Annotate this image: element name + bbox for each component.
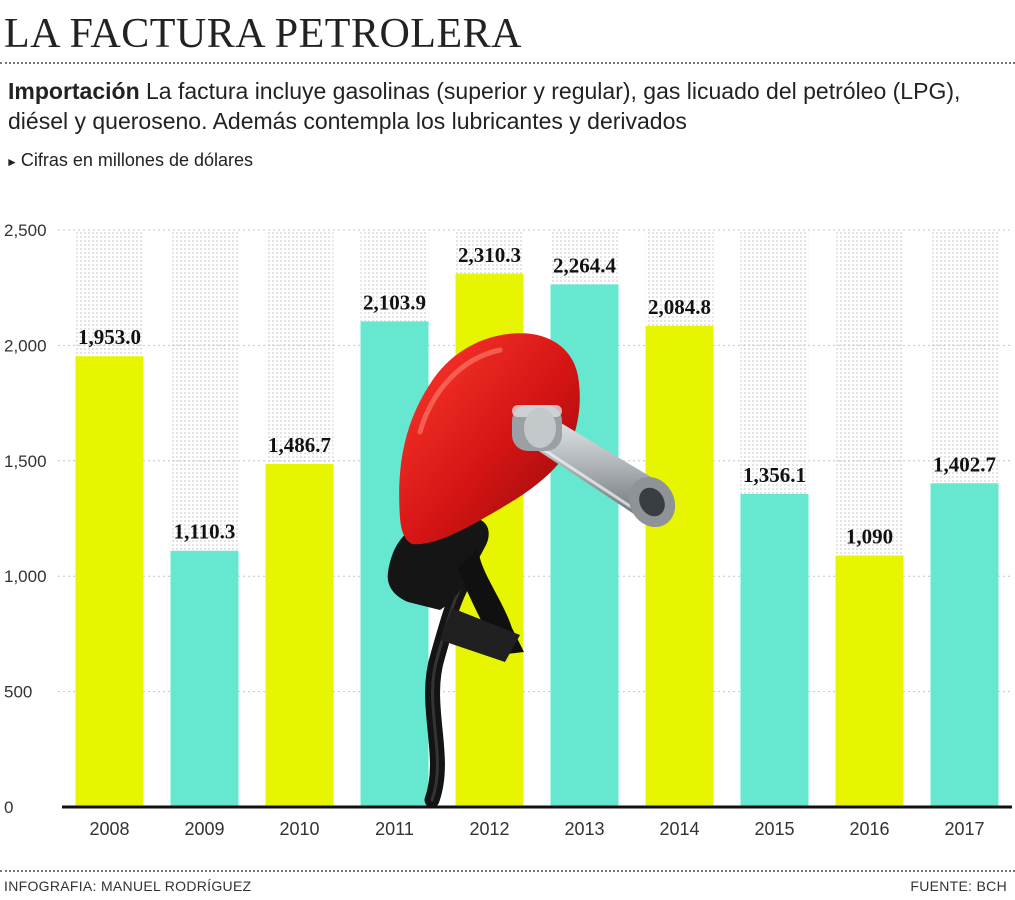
x-tick-label: 2009 [184,819,224,839]
y-tick-label: 1,500 [4,452,47,471]
x-tick-label: 2015 [754,819,794,839]
data-label: 2,310.3 [458,243,521,267]
intro-text: Importación La factura incluye gasolinas… [8,76,998,136]
data-labels: 1,953.0 1,110.3 1,486.7 2,103.9 2,310.3 2,264… [78,243,996,549]
y-tick-label: 1,000 [4,567,47,586]
data-label: 2,103.9 [363,290,426,314]
bar [930,483,999,807]
units-note: ► Cifras en millones de dólares [6,150,253,171]
page-title: LA FACTURA PETROLERA [4,11,522,57]
x-tick-label: 2017 [944,819,984,839]
intro-bold: Importación [8,78,140,104]
data-label: 1,356.1 [743,463,806,487]
fuel-pump-nozzle-icon [387,333,676,808]
bar [75,356,144,807]
source-text: FUENTE: BCH [910,878,1007,894]
title-divider [0,62,1015,64]
bar [835,555,904,807]
x-tick-label: 2012 [469,819,509,839]
data-label: 2,264.4 [553,253,617,277]
x-tick-label: 2016 [849,819,889,839]
x-axis: 2008 2009 2010 2011 2012 2013 2014 2015 2016 2017 [89,819,984,839]
units-label: Cifras en millones de dólares [20,150,254,170]
data-label: 1,486.7 [268,433,331,457]
data-label: 1,090 [846,524,893,548]
data-label: 1,953.0 [78,325,141,349]
data-label: 1,402.7 [933,452,996,476]
bar [645,325,714,807]
bar [265,463,334,807]
data-label: 1,110.3 [174,520,236,544]
credit-text: INFOGRAFIA: MANUEL RODRÍGUEZ [4,878,252,894]
bar [740,494,809,807]
y-tick-label: 2,000 [4,336,47,355]
x-tick-label: 2008 [89,819,129,839]
y-axis: 0 500 1,000 1,500 2,000 2,500 [4,221,47,817]
x-tick-label: 2011 [375,819,414,839]
x-tick-label: 2010 [279,819,319,839]
intro-body: La factura incluye gasolinas (superior y… [8,78,961,134]
data-label: 2,084.8 [648,295,711,319]
triangle-pointer-icon: ► [6,155,18,169]
x-tick-label: 2014 [659,819,699,839]
x-tick-label: 2013 [564,819,604,839]
y-tick-label: 2,500 [4,221,47,240]
y-tick-label: 500 [4,683,32,702]
y-tick-label: 0 [4,798,13,817]
bar [170,550,239,807]
footer-divider [0,870,1015,872]
